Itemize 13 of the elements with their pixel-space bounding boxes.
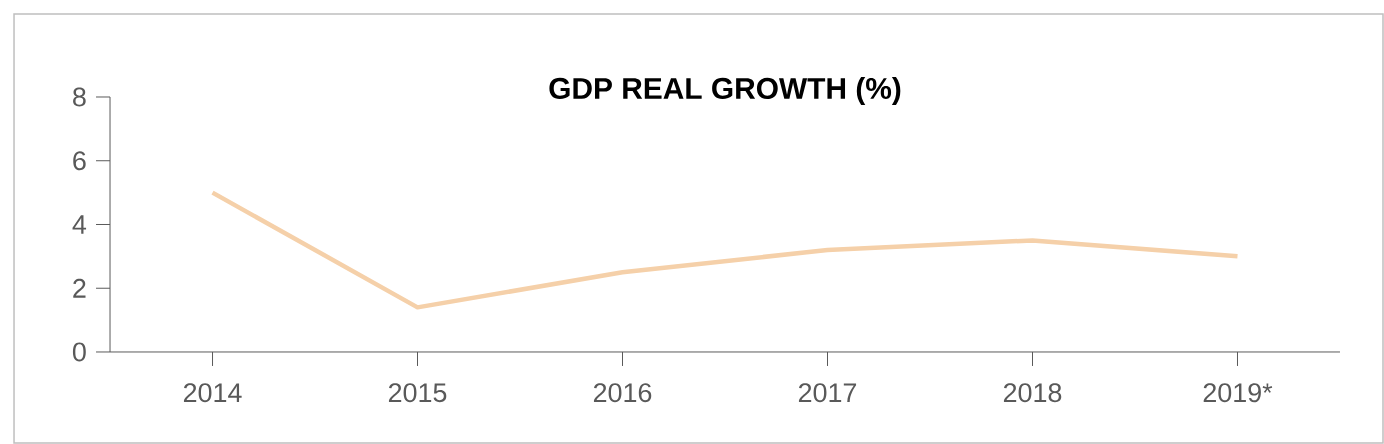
y-tick-label: 2 [73, 278, 86, 298]
y-tick-label: 4 [72, 215, 87, 234]
line-series [210, 190, 1240, 310]
y-tick-label: 6 [73, 151, 86, 171]
x-tick-label: 2016 [593, 383, 652, 403]
chart-title: GDP REAL GROWTH (%) [549, 77, 901, 105]
x-tick-label: 2017 [798, 383, 857, 403]
y-tick-label: 0 [72, 342, 86, 362]
x-tick-label: 2015 [388, 383, 447, 403]
x-tick-label: 2018 [1003, 383, 1062, 403]
x-tick-label: 2019* [1203, 383, 1273, 403]
x-tick-label: 2014 [183, 383, 242, 403]
y-tick-label: 8 [73, 87, 86, 107]
